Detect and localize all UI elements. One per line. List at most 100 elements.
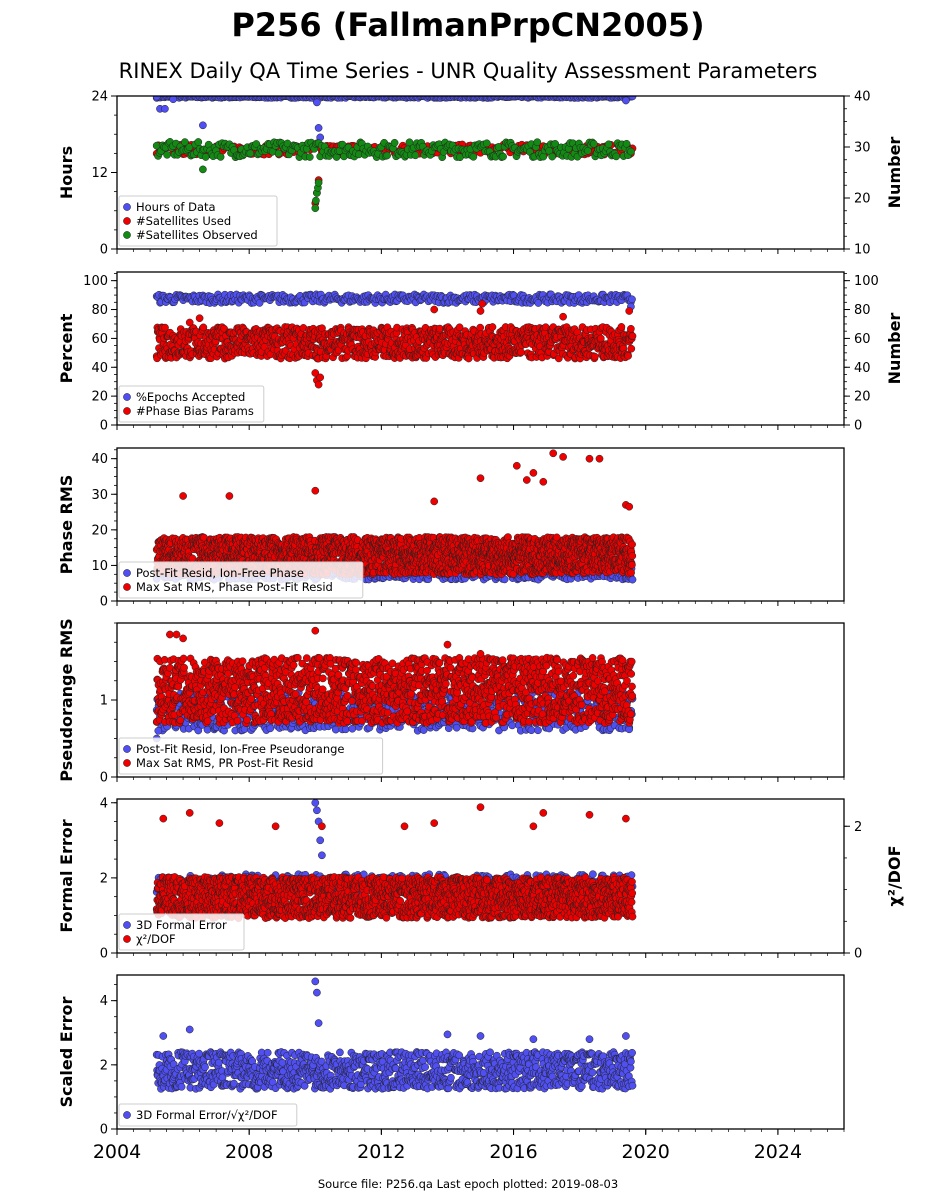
data-point [627,324,635,333]
legend-marker [123,231,131,239]
data-point [274,149,283,158]
y-right-tick-label: 40 [854,361,871,376]
data-point [188,554,197,563]
data-point [548,152,557,161]
y-right-tick-label: 30 [854,141,871,156]
data-point [199,165,207,174]
data-point [311,204,320,213]
y-tick-label: 60 [91,332,108,347]
y-right-tick-label: 20 [854,390,871,405]
data-point [482,139,491,148]
data-point [169,96,178,104]
series-3-2 [152,449,637,579]
data-point [627,147,635,156]
data-point [559,312,567,321]
legend-marker [123,407,131,415]
y-right-tick-label: 60 [854,332,871,347]
data-point [589,139,598,148]
legend-marker [123,393,131,401]
data-point [617,323,626,331]
data-point [517,348,525,357]
y-tick-label: 0 [100,243,108,258]
data-point [314,178,323,187]
series-1-3 [152,138,635,213]
legend-box [118,385,265,423]
data-point [216,153,225,161]
y-tick-label: 40 [91,361,108,376]
data-point [185,318,194,327]
data-point [383,151,391,160]
panel-1-points [152,96,637,213]
legend-marker [123,217,131,225]
y-tick-label: 24 [91,90,108,105]
data-point [312,196,320,205]
legend-label: %Epochs Accepted [136,390,245,404]
data-point [622,96,630,105]
legend-box [118,195,278,247]
data-point [476,307,485,315]
data-point [430,305,439,314]
y-tick-label: 80 [91,303,108,318]
data-point [199,121,207,130]
y-tick-label: 20 [91,390,108,405]
series-2-2 [152,299,637,389]
legend-label: #Satellites Observed [136,228,258,242]
data-point [252,140,261,148]
data-point [476,323,485,332]
data-point [405,138,414,147]
data-point [469,152,478,161]
data-point [625,307,634,315]
data-point [311,369,320,377]
chart-subtitle: RINEX Daily QA Time Series - UNR Quality… [119,59,818,83]
data-point [316,373,325,382]
data-point [246,149,255,158]
y-right-tick-label: 20 [854,192,871,207]
data-point [161,323,169,332]
panel-1-legend: Hours of Data#Satellites Used#Satellites… [118,195,278,247]
panel-2-legend: %Epochs Accepted#Phase Bias Params [118,385,265,423]
data-point [411,151,420,160]
y-tick-label: 0 [100,419,108,434]
data-point [627,344,636,353]
data-point [194,138,203,146]
data-point [533,138,542,147]
legend-marker [123,203,131,211]
data-point [590,352,599,361]
y-axis-label: Hours [57,146,76,199]
y-tick-label: 12 [91,166,108,181]
y-axis-label-right: Number [885,313,904,385]
data-point [622,139,631,148]
y-right-tick-label: 0 [854,419,862,434]
legend-label: Hours of Data [136,200,216,214]
data-point [478,299,487,308]
data-point [612,152,621,161]
data-point [161,104,169,113]
data-point [318,324,326,333]
y-right-tick-label: 100 [854,274,879,289]
data-point [314,380,323,389]
y-right-tick-label: 10 [854,243,871,258]
y-tick-label: 100 [83,274,108,289]
data-point [314,124,323,132]
chart-title: P256 (FallmanPrpCN2005) [231,6,704,44]
data-point [305,153,314,161]
data-point [628,295,636,304]
data-point [199,323,208,332]
data-point [195,314,204,323]
series-2-1 [152,290,636,311]
data-point [181,138,189,146]
panel-2: 020406080100Percent020406080100Number%Ep… [57,271,904,434]
data-point [499,152,507,161]
y-right-tick-label: 40 [854,90,871,105]
y-axis-label: Percent [57,313,76,383]
legend-label: #Satellites Used [136,214,231,228]
data-point [584,146,592,155]
data-point [624,352,632,360]
data-point [313,98,321,107]
data-point [604,140,613,149]
panel-2-points [152,290,637,389]
data-point [464,354,473,363]
